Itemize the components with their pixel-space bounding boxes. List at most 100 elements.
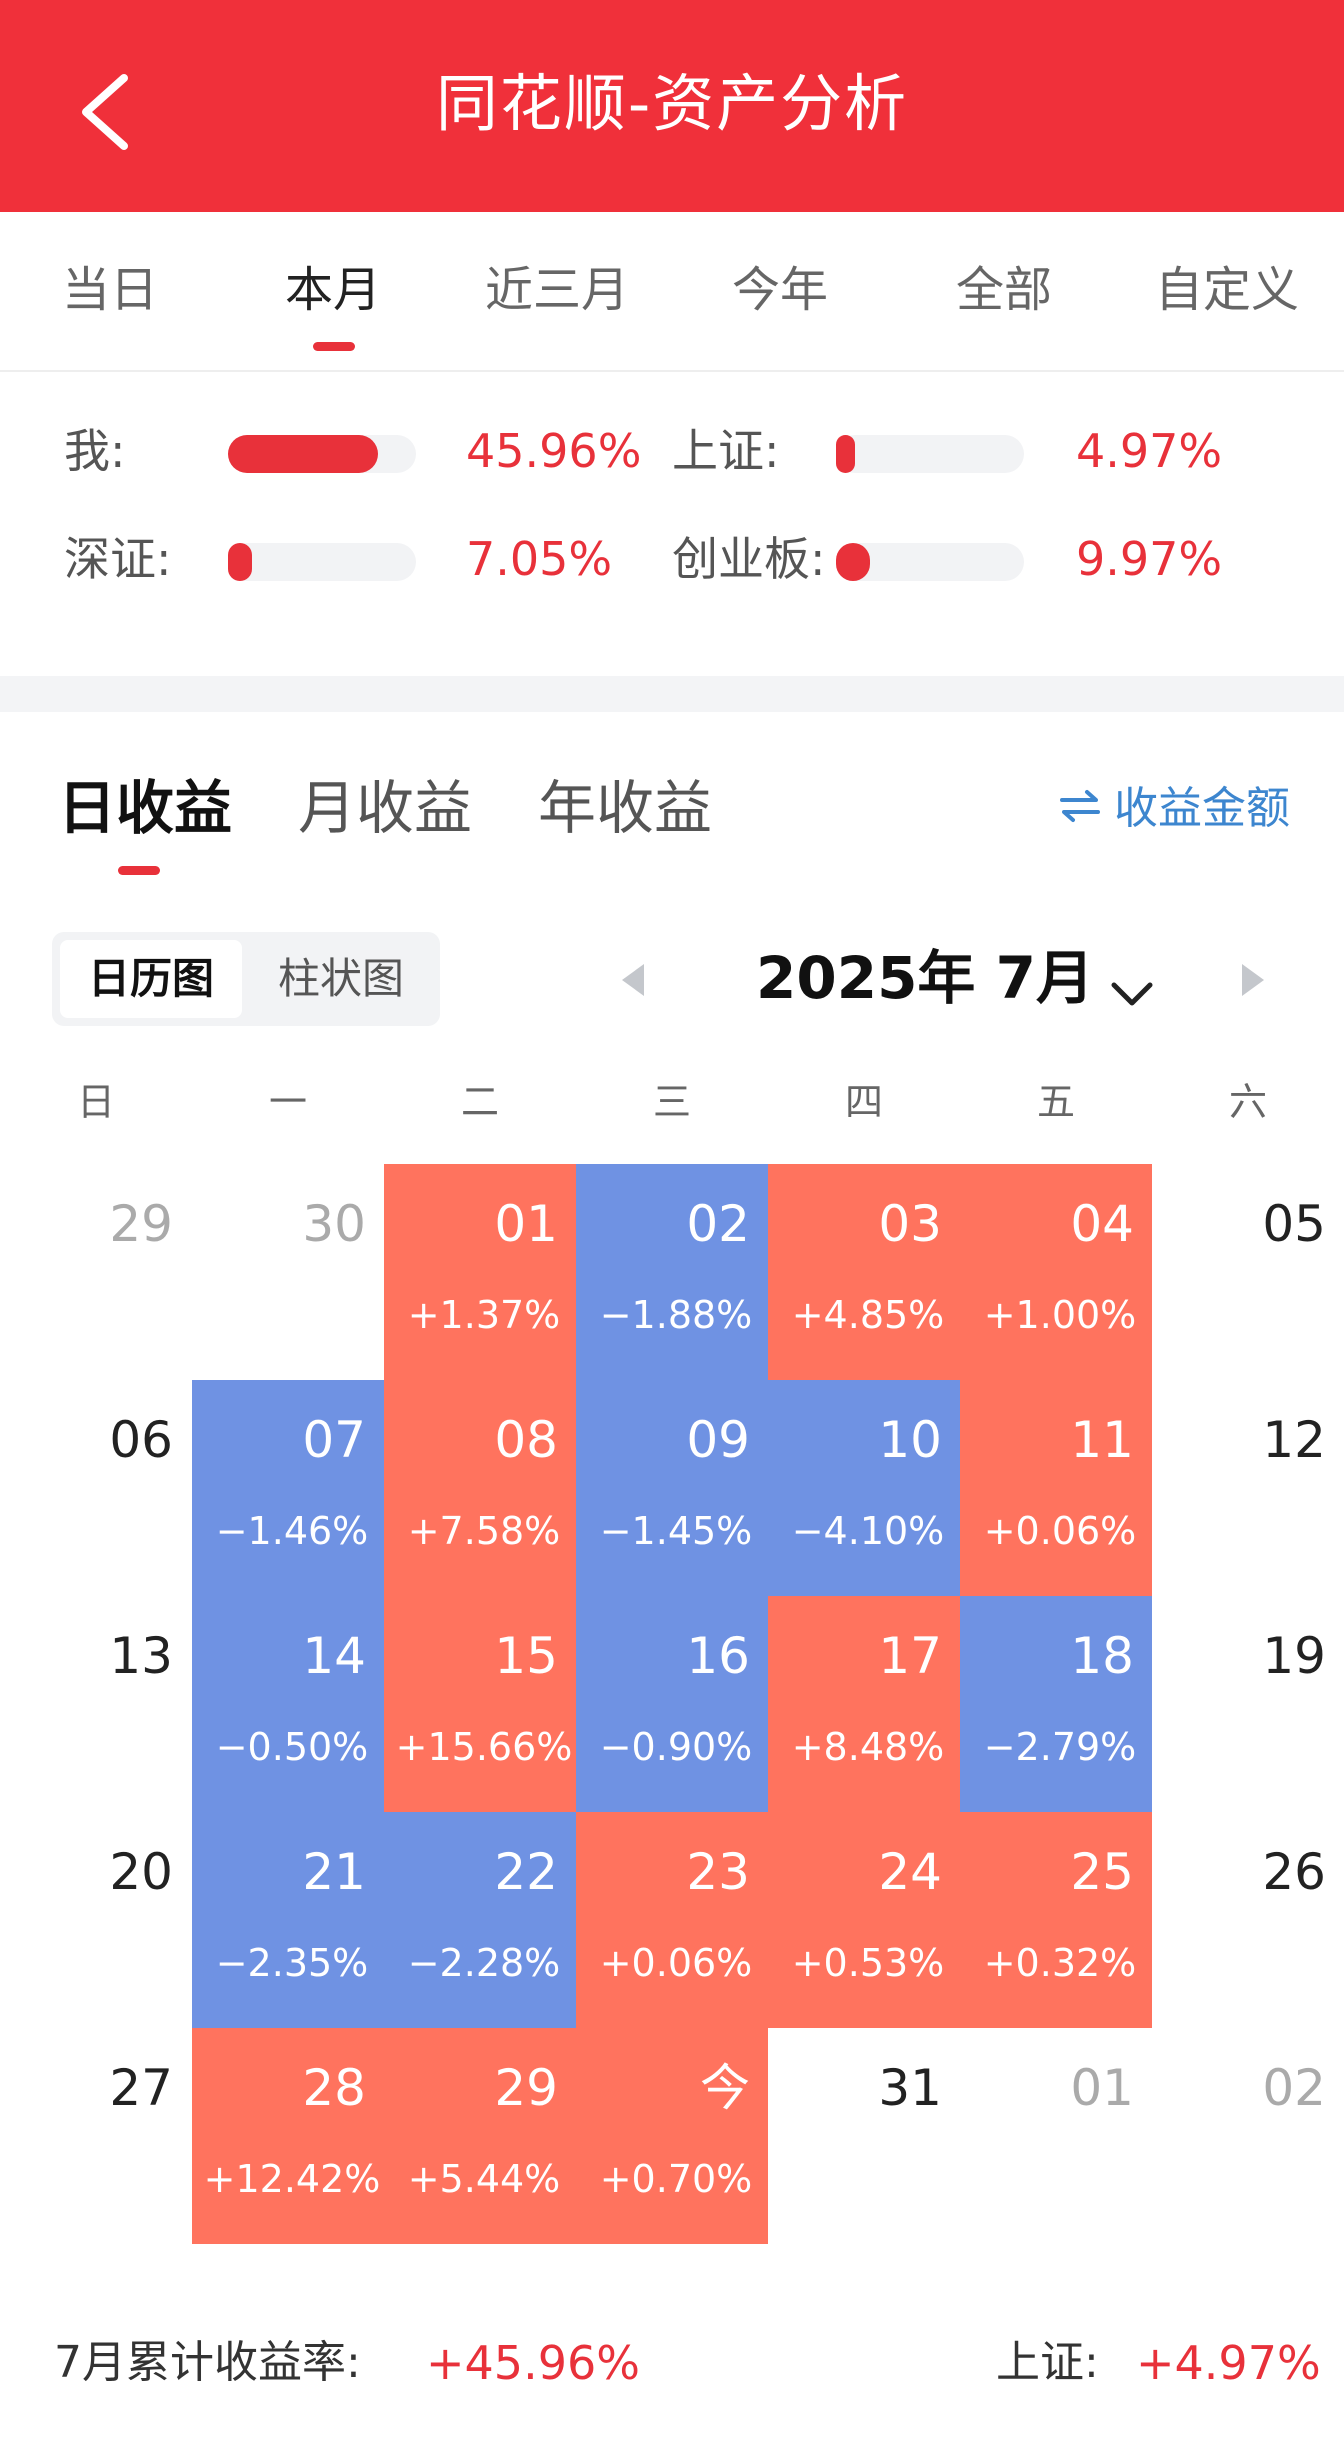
tab-this-year[interactable]: 今年 xyxy=(690,258,870,322)
tab-all[interactable]: 全部 xyxy=(914,258,1094,322)
calendar-day-cell[interactable]: 23 +0.06% xyxy=(576,1812,768,2028)
compare-bar-fill xyxy=(836,435,855,473)
calendar-day-number: 15 xyxy=(494,1627,558,1685)
calendar-day-cell[interactable]: 02 −1.88% xyxy=(576,1164,768,1380)
calendar-day-cell[interactable]: 19 xyxy=(1152,1596,1344,1812)
calendar-day-cell[interactable]: 01 +1.37% xyxy=(384,1164,576,1380)
calendar-day-number: 29 xyxy=(494,2059,558,2117)
caret-right-icon[interactable] xyxy=(1232,958,1272,1002)
calendar-day-return: +5.44% xyxy=(407,2157,561,2201)
calendar-day-number: 12 xyxy=(1262,1411,1326,1469)
calendar-day-cell[interactable]: 31 xyxy=(768,2028,960,2244)
calendar-day-cell[interactable]: 17 +8.48% xyxy=(768,1596,960,1812)
calendar-day-number: 27 xyxy=(109,2059,173,2117)
calendar-day-number: 今 xyxy=(700,2059,750,2117)
calendar-day-cell[interactable]: 08 +7.58% xyxy=(384,1380,576,1596)
weekday-label: 六 xyxy=(1228,1080,1267,1124)
bar-view-button[interactable]: 柱状图 xyxy=(277,954,404,1003)
compare-value: 45.96% xyxy=(466,424,642,478)
calendar-day-cell[interactable]: 30 xyxy=(192,1164,384,1380)
calendar-day-cell[interactable]: 06 xyxy=(0,1380,191,1596)
tab-yearly-gain[interactable]: 年收益 xyxy=(538,768,712,848)
calendar-day-cell[interactable]: 10 −4.10% xyxy=(768,1380,960,1596)
month-selector[interactable]: 2025年 7月 xyxy=(756,938,1154,1018)
month-label: 2025年 7月 xyxy=(756,944,1094,1012)
calendar-day-cell[interactable]: 11 +0.06% xyxy=(960,1380,1152,1596)
calendar-day-cell[interactable]: 01 xyxy=(960,2028,1152,2244)
calendar-day-return: +15.66% xyxy=(395,1725,573,1769)
weekday-label: 一 xyxy=(268,1080,307,1124)
calendar-day-cell[interactable]: 26 xyxy=(1152,1812,1344,2028)
calendar-day-cell[interactable]: 09 −1.45% xyxy=(576,1380,768,1596)
tab-today[interactable]: 当日 xyxy=(20,258,200,322)
calendar-day-return: +0.70% xyxy=(599,2157,753,2201)
compare-bar-track xyxy=(228,543,416,581)
calendar-day-number: 22 xyxy=(494,1843,558,1901)
tab-last-three-months[interactable]: 近三月 xyxy=(467,258,647,322)
calendar-day-number: 25 xyxy=(1070,1843,1134,1901)
calendar-day-number: 13 xyxy=(109,1627,173,1685)
gain-amount-toggle[interactable]: 收益金额 xyxy=(1060,774,1290,844)
calendar-day-cell[interactable]: 02 xyxy=(1152,2028,1344,2244)
calendar-day-cell[interactable]: 12 xyxy=(1152,1380,1344,1596)
calendar-day-return: −1.88% xyxy=(599,1293,753,1337)
tab-monthly-gain[interactable]: 月收益 xyxy=(298,768,472,848)
calendar-day-number: 01 xyxy=(494,1195,558,1253)
calendar-day-number: 23 xyxy=(686,1843,750,1901)
caret-left-icon[interactable] xyxy=(614,958,654,1002)
calendar-day-cell[interactable]: 29 +5.44% xyxy=(384,2028,576,2244)
calendar-day-number: 16 xyxy=(686,1627,750,1685)
calendar-day-number: 08 xyxy=(494,1411,558,1469)
calendar-day-cell[interactable]: 03 +4.85% xyxy=(768,1164,960,1380)
calendar-day-cell[interactable]: 05 xyxy=(1152,1164,1344,1380)
compare-chinext: 创业板: 9.97% xyxy=(672,524,1272,594)
calendar-day-number: 26 xyxy=(1262,1843,1326,1901)
calendar-day-cell[interactable]: 13 xyxy=(0,1596,191,1812)
calendar-day-cell[interactable]: 27 xyxy=(0,2028,191,2244)
calendar-day-cell[interactable]: 20 xyxy=(0,1812,191,2028)
weekday-label: 日 xyxy=(76,1080,115,1124)
calendar-day-number: 20 xyxy=(109,1843,173,1901)
calendar-day-number: 14 xyxy=(302,1627,366,1685)
calendar-day-number: 10 xyxy=(878,1411,942,1469)
compare-label: 深证: xyxy=(64,532,172,586)
calendar-day-cell[interactable]: 25 +0.32% xyxy=(960,1812,1152,2028)
toggle-label: 收益金额 xyxy=(1114,783,1290,834)
tab-label: 当日 xyxy=(61,262,158,318)
chevron-left-icon[interactable] xyxy=(72,72,142,152)
weekday-label: 四 xyxy=(844,1080,883,1124)
calendar-day-cell[interactable]: 15 +15.66% xyxy=(384,1596,576,1812)
calendar-day-cell[interactable]: 07 −1.46% xyxy=(192,1380,384,1596)
active-tab-indicator xyxy=(313,342,355,351)
tab-custom[interactable]: 自定义 xyxy=(1137,258,1317,322)
calendar-day-cell[interactable]: 22 −2.28% xyxy=(384,1812,576,2028)
calendar-day-number: 02 xyxy=(1262,2059,1326,2117)
calendar-day-number: 24 xyxy=(878,1843,942,1901)
tab-daily-gain[interactable]: 日收益 xyxy=(58,768,232,848)
calendar-day-cell[interactable]: 28 +12.42% xyxy=(192,2028,384,2244)
calendar-view-button[interactable]: 日历图 xyxy=(60,940,242,1018)
cumulative-return-value: +45.96% xyxy=(426,2336,640,2390)
compare-value: 4.97% xyxy=(1076,424,1223,478)
calendar-day-cell[interactable]: 18 −2.79% xyxy=(960,1596,1152,1812)
app-header: 同花顺-资产分析 xyxy=(0,0,1344,212)
calendar-day-cell[interactable]: 24 +0.53% xyxy=(768,1812,960,2028)
calendar-day-number: 28 xyxy=(302,2059,366,2117)
calendar-day-cell[interactable]: 14 −0.50% xyxy=(192,1596,384,1812)
calendar-day-number: 03 xyxy=(878,1195,942,1253)
calendar-day-return: +0.06% xyxy=(599,1941,753,1985)
calendar-day-number: 04 xyxy=(1070,1195,1134,1253)
tab-label: 本月 xyxy=(284,262,381,318)
calendar-day-number: 29 xyxy=(109,1195,173,1253)
calendar-day-cell[interactable]: 29 xyxy=(0,1164,191,1380)
calendar-day-cell[interactable]: 21 −2.35% xyxy=(192,1812,384,2028)
calendar-day-cell[interactable]: 04 +1.00% xyxy=(960,1164,1152,1380)
tab-this-month[interactable]: 本月 xyxy=(243,258,423,351)
calendar-day-cell[interactable]: 16 −0.90% xyxy=(576,1596,768,1812)
tab-label: 近三月 xyxy=(484,262,629,318)
compare-value: 7.05% xyxy=(466,532,613,586)
compare-value: 9.97% xyxy=(1076,532,1223,586)
benchmark-label: 上证: xyxy=(996,2337,1099,2388)
calendar-day-cell[interactable]: 今 +0.70% xyxy=(576,2028,768,2244)
benchmark-value: +4.97% xyxy=(1136,2336,1321,2390)
